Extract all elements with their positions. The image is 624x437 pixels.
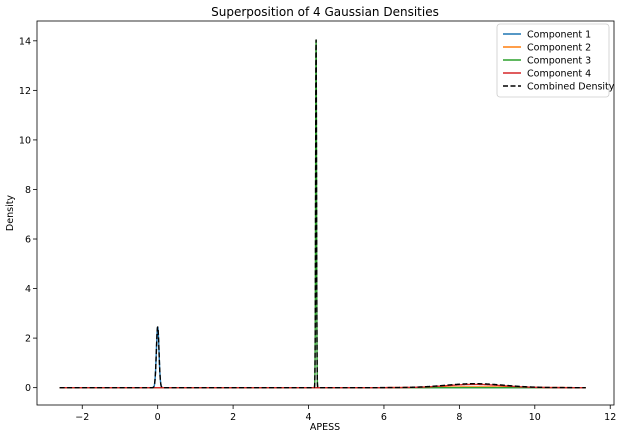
y-tick-label: 12 (19, 86, 31, 97)
x-tick-label: 6 (381, 412, 387, 423)
legend-label: Combined Density (527, 82, 615, 93)
legend-label: Component 2 (527, 43, 591, 54)
x-tick-label: 12 (604, 412, 616, 423)
y-axis-ticks: 0 2 4 6 8 10 12 14 (19, 36, 37, 394)
chart-title: Superposition of 4 Gaussian Densities (211, 5, 439, 19)
y-tick-label: 2 (25, 334, 31, 345)
plot-frame (36, 20, 615, 406)
y-tick-label: 14 (19, 36, 31, 47)
y-tick-label: 4 (25, 284, 31, 295)
y-tick-label: 6 (25, 235, 31, 246)
x-tick-label: 2 (230, 412, 236, 423)
x-tick-label: 10 (529, 412, 541, 423)
x-tick-label: 0 (155, 412, 161, 423)
y-tick-label: 0 (25, 383, 31, 394)
y-tick-label: 8 (25, 185, 31, 196)
x-tick-label: −2 (75, 412, 89, 423)
x-tick-label: 8 (456, 412, 462, 423)
x-axis-ticks: −2 0 2 4 6 8 10 12 (75, 405, 616, 423)
legend-box (496, 23, 610, 98)
series-line-5 (59, 39, 587, 389)
y-tick-label: 10 (19, 135, 31, 146)
legend-label: Component 3 (527, 56, 591, 67)
y-axis-label: Density (5, 195, 16, 231)
x-axis-label: APESS (310, 422, 340, 433)
legend: Component 1 Component 2 Component 3 Compone… (496, 23, 615, 98)
x-tick-label: 4 (306, 412, 312, 423)
plot-lines (59, 39, 587, 389)
legend-label: Component 4 (527, 69, 591, 80)
legend-label: Component 1 (527, 30, 591, 41)
